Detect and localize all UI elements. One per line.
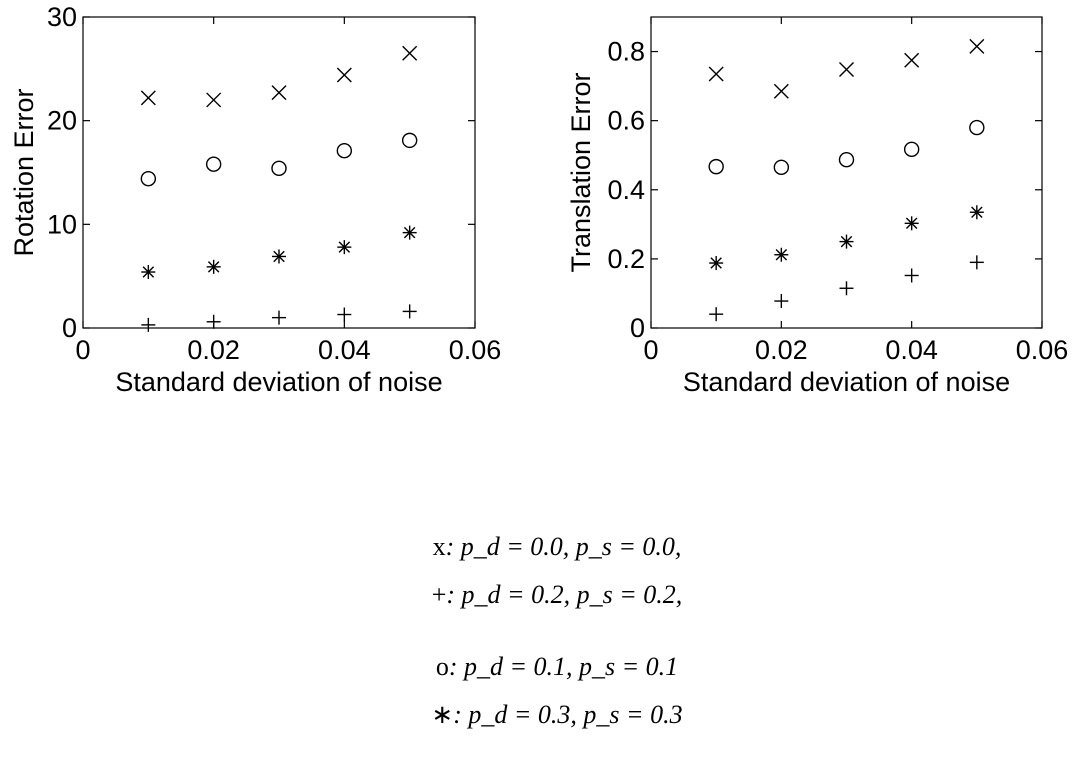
y-tick-label: 0.2 xyxy=(607,244,645,274)
legend-entry-x: x: p_d = 0.0, p_s = 0.0, xyxy=(407,502,682,592)
data-point-o xyxy=(969,119,985,136)
y-tick-label: 0.6 xyxy=(607,106,645,136)
data-point-plus xyxy=(402,304,417,319)
data-point-plus xyxy=(969,255,984,270)
data-point-plus xyxy=(272,310,286,325)
data-point-star xyxy=(141,265,156,280)
x-tick-label: 0.06 xyxy=(1016,335,1069,365)
data-point-o xyxy=(401,132,418,149)
y-tick-label: 30 xyxy=(47,2,77,32)
x-tick-label: 0.02 xyxy=(187,335,240,365)
x-tick-label: 0.04 xyxy=(885,335,938,365)
x-tick-label: 0.04 xyxy=(318,335,371,365)
data-point-star xyxy=(969,205,984,220)
data-point-plus xyxy=(904,268,919,283)
data-point-o xyxy=(708,158,724,175)
data-point-x xyxy=(839,62,854,78)
y-axis-title: Translation Error xyxy=(566,72,596,272)
data-point-x xyxy=(708,66,724,82)
data-point-star xyxy=(206,259,221,274)
y-tick-label: 20 xyxy=(47,106,77,136)
data-point-o xyxy=(903,141,920,158)
data-point-x xyxy=(969,38,985,54)
legend-symbol: + xyxy=(431,580,447,609)
rotation-error-chart: 0 0.02 0.04 0.06 0 10 20 30 Standard deviation o… xyxy=(9,2,501,397)
data-point-star xyxy=(337,240,352,255)
legend-symbol: ∗ xyxy=(431,700,454,729)
data-point-o xyxy=(205,156,222,172)
legend-text: : p_d = 0.0, p_s = 0.0, xyxy=(445,532,682,561)
data-point-plus xyxy=(337,307,352,322)
plot-frame xyxy=(82,16,476,329)
legend-entry-plus: +: p_d = 0.2, p_s = 0.2, xyxy=(406,550,683,640)
data-point-plus xyxy=(774,294,789,309)
y-tick-label: 0.4 xyxy=(607,175,645,205)
legend-text: : p_d = 0.3, p_s = 0.3 xyxy=(453,700,683,729)
data-point-x xyxy=(206,92,222,108)
data-point-x xyxy=(402,45,418,61)
data-point-star xyxy=(839,234,854,249)
legend-entry-star: ∗: p_d = 0.3, p_s = 0.3 xyxy=(405,670,682,760)
y-axis-title: Rotation Error xyxy=(9,88,39,256)
data-point-star xyxy=(272,249,286,264)
data-point-o xyxy=(336,143,353,159)
legend-row-2: +: p_d = 0.2, p_s = 0.2, ∗: p_d = 0.3, p… xyxy=(0,520,1075,760)
data-point-plus xyxy=(709,307,724,322)
data-point-star xyxy=(402,225,417,240)
data-point-o xyxy=(271,160,287,177)
data-point-x xyxy=(773,83,789,99)
translation-error-chart: 0 0.02 0.04 0.06 0 0.2 0.4 0.6 0.8 Standard devia… xyxy=(566,16,1069,397)
data-point-star xyxy=(774,247,789,262)
legend-text: : p_d = 0.2, p_s = 0.2, xyxy=(446,580,683,609)
data-point-x xyxy=(904,52,920,68)
y-tick-label: 10 xyxy=(47,209,77,239)
figure: 0 0.02 0.04 0.06 0 10 20 30 Standard deviation o… xyxy=(9,2,1069,397)
data-point-x xyxy=(140,90,156,106)
data-point-x xyxy=(271,85,287,101)
x-tick-label: 0.06 xyxy=(449,335,502,365)
y-tick-label: 0 xyxy=(62,313,77,343)
data-point-star xyxy=(709,256,724,271)
data-point-star xyxy=(904,216,919,231)
data-point-plus xyxy=(206,314,221,329)
data-point-o xyxy=(140,171,157,187)
x-axis-title: Standard deviation of noise xyxy=(115,367,442,397)
data-point-plus xyxy=(141,317,156,332)
legend-symbol: x xyxy=(432,532,446,561)
data-point-plus xyxy=(839,281,854,296)
y-tick-label: 0 xyxy=(630,313,645,343)
x-tick-label: 0 xyxy=(643,335,658,365)
y-tick-label: 0.8 xyxy=(607,37,645,67)
x-tick-label: 0 xyxy=(75,335,90,365)
plot-frame xyxy=(650,16,1043,329)
data-point-x xyxy=(336,67,352,83)
data-point-o xyxy=(773,159,790,176)
data-point-o xyxy=(838,152,855,168)
x-axis-title: Standard deviation of noise xyxy=(683,367,1010,397)
x-tick-label: 0.02 xyxy=(755,335,808,365)
